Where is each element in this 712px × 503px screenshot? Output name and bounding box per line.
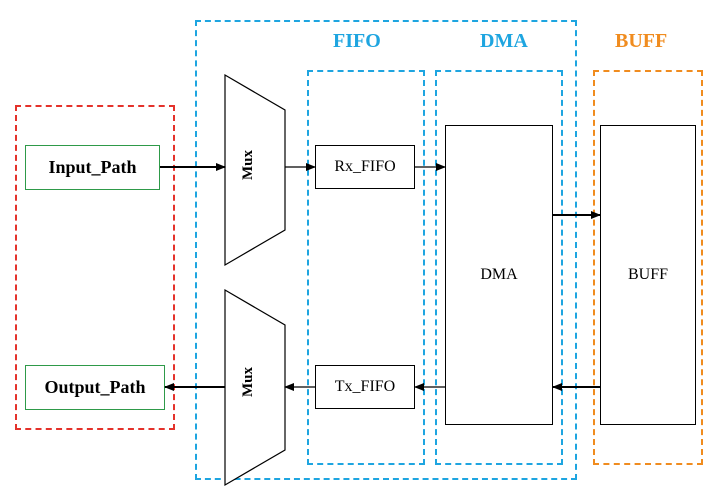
output-path-block: Output_Path (25, 365, 165, 410)
dma-block-label: DMA (480, 266, 517, 284)
rx-fifo-label: Rx_FIFO (334, 158, 395, 176)
buff-block: BUFF (600, 125, 696, 425)
fifo-group-label: FIFO (333, 30, 381, 53)
buff-block-label: BUFF (628, 266, 668, 284)
diagram-canvas: FIFO DMA BUFF Input_Path Output_Path Rx_… (0, 0, 712, 503)
tx-fifo-label: Tx_FIFO (335, 378, 395, 396)
dma-block: DMA (445, 125, 553, 425)
input-path-block: Input_Path (25, 145, 160, 190)
tx-fifo-block: Tx_FIFO (315, 365, 415, 409)
input-path-label: Input_Path (48, 157, 136, 178)
output-path-label: Output_Path (44, 377, 145, 398)
mux-top-label: Mux (240, 150, 257, 180)
dma-group-label: DMA (480, 30, 528, 53)
mux-bottom-label: Mux (240, 367, 257, 397)
rx-fifo-block: Rx_FIFO (315, 145, 415, 189)
buff-group-label: BUFF (615, 30, 667, 53)
